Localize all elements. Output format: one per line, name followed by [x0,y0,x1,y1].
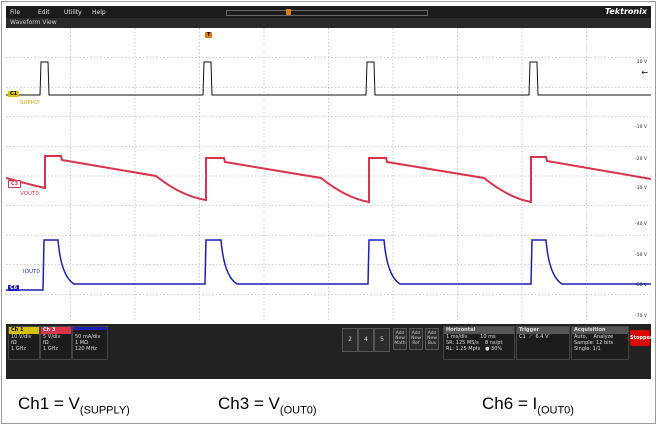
horizontal-sample-rate: SR: 125 MS/s 8 ns/pt [446,340,503,346]
vout-trace [6,155,651,204]
channel1-termination: fΩ [11,340,17,346]
channel6-badge[interactable]: C6 [8,285,20,291]
channel6-scale: 50 mA/div [75,334,101,340]
settings-bar: Ch 1 10 V/div fΩ 1 GHz Ch 3 5 V/div fΩ 1… [6,324,651,379]
channel6-termination: 1 MΩ [75,340,88,346]
iout-trace [6,239,651,291]
caption-ch1-text: Ch1 = V [18,394,80,413]
trigger-setting: C1 ⟋ 6.4 V [519,334,549,340]
waveform-view-titlebar: Waveform View [6,18,651,28]
menu-bar: File Edit Utility Help Tektronix [6,6,651,18]
caption-ch6-text: Ch6 = I [482,394,538,413]
scale-label: 10 V [636,60,647,65]
caption-ch6: Ch6 = I(OUT0) [482,394,574,416]
scale-label: -30 V [635,186,647,191]
graticule [6,28,651,324]
trigger-box-header: Trigger [517,327,569,334]
time-axis-strip [6,320,651,324]
run-stop-status-button[interactable]: Stopped [630,330,651,346]
channel-5-button[interactable]: 5 [374,328,390,352]
scale-label: -20 V [635,157,647,162]
caption-ch1: Ch1 = V(SUPPLY) [18,394,130,416]
add-new-math-button[interactable]: Add New Math [393,328,407,350]
offscreen-arrow-icon: ← [641,68,648,77]
acquisition-single: Single: 1/1 [574,346,601,352]
supply-trace [6,61,651,96]
channel3-badge[interactable]: C3 [8,180,22,188]
channel3-box-header: Ch 3 [41,327,71,334]
timeline-overview-bar[interactable] [226,10,428,16]
channel1-box-header: Ch 1 [9,327,39,334]
caption-ch3-sub: (OUT0) [279,404,317,417]
caption-ch3-text: Ch3 = V [218,394,280,413]
horizontal-scale: 1 ms/div 10 ms [446,334,496,340]
channel1-badge[interactable]: C1 [8,91,20,97]
channel1-name: SUPPLY [20,100,40,106]
menu-edit[interactable]: Edit [38,9,50,16]
channel1-bandwidth: 1 GHz [11,346,27,352]
scale-label: -40 V [635,222,647,227]
scale-label: -50 V [635,253,647,258]
caption-ch1-sub: (SUPPLY) [79,404,130,417]
channel1-scale: 10 V/div [11,334,32,340]
menu-file[interactable]: File [10,9,21,16]
add-new-bus-button[interactable]: Add New Bus [425,328,439,350]
channel6-bandwidth: 120 MHz [75,346,97,352]
add-new-ref-button[interactable]: Add New Ref [409,328,423,350]
horizontal-record-length: RL: 1.25 Mpts ● 30% [446,346,503,352]
channel6-box-header [73,327,107,330]
horizontal-box-header: Horizontal [444,327,514,334]
waveform-plot-area[interactable]: T C1 SUPPLY C3 VOUT0 IOUT0 C6 10 V ← -10… [6,28,651,343]
acquisition-sample: Sample: 12 bits [574,340,614,346]
channel3-scale: 5 V/div [43,334,61,340]
scale-label: -70 V [635,314,647,319]
channel1-settings-box[interactable]: Ch 1 10 V/div fΩ 1 GHz [8,326,40,360]
oscilloscope-screen: File Edit Utility Help Tektronix Wavefor… [6,6,651,379]
menu-help[interactable]: Help [92,9,106,16]
acquisition-box-header: Acquisition [572,327,628,334]
channel-2-button[interactable]: 2 [342,328,358,352]
channel3-bandwidth: 1 GHz [43,346,59,352]
channel-4-button[interactable]: 4 [358,328,374,352]
channel6-settings-box[interactable]: 50 mA/div 1 MΩ 120 MHz [72,326,108,360]
channel6-name: IOUT0 [23,269,40,275]
channel3-name: VOUT0 [20,191,39,197]
caption-ch6-sub: (OUT0) [537,404,574,417]
channel3-termination: fΩ [43,340,49,346]
menu-utility[interactable]: Utility [64,9,82,16]
scale-label: -60 V [635,283,647,288]
caption-ch3: Ch3 = V(OUT0) [218,394,317,416]
horizontal-settings-box[interactable]: Horizontal 1 ms/div 10 ms SR: 125 MS/s 8… [443,326,515,360]
scale-label: -10 V [635,125,647,130]
acquisition-settings-box[interactable]: Acquisition Auto, Analyze Sample: 12 bit… [571,326,629,360]
timeline-position-marker[interactable] [286,9,291,15]
acquisition-mode: Auto, Analyze [574,334,614,340]
channel3-settings-box[interactable]: Ch 3 5 V/div fΩ 1 GHz [40,326,72,360]
waveform-view-title: Waveform View [10,19,57,26]
waveform-graph [6,28,651,324]
trigger-position-marker[interactable]: T [205,32,213,38]
brand-logo: Tektronix [604,7,647,16]
trigger-settings-box[interactable]: Trigger C1 ⟋ 6.4 V [516,326,570,360]
